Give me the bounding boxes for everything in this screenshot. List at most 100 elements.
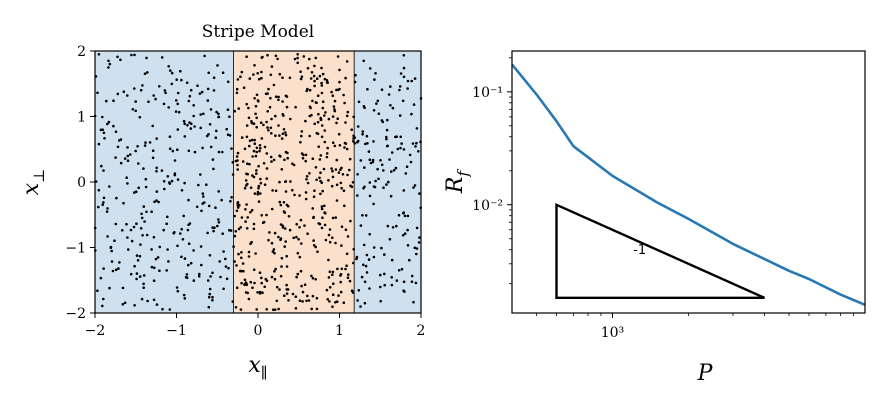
- scatter-point: [415, 252, 418, 256]
- scatter-point: [107, 66, 110, 69]
- scatter-point: [313, 84, 316, 88]
- scatter-point: [344, 121, 347, 124]
- scatter-point: [308, 134, 312, 138]
- scatter-point: [166, 248, 169, 251]
- scatter-point: [189, 127, 193, 130]
- scatter-point: [274, 189, 278, 193]
- scatter-point: [323, 114, 326, 117]
- y-tick-label: 2: [77, 44, 86, 60]
- scatter-point: [134, 100, 137, 103]
- scatter-point: [199, 245, 203, 248]
- scatter-point: [335, 158, 339, 162]
- scatter-point: [255, 125, 258, 129]
- scatter-point: [150, 265, 154, 269]
- scatter-point: [352, 140, 355, 143]
- scatter-point: [293, 193, 296, 197]
- scatter-point: [259, 121, 263, 124]
- left-y-axis-label: x⊥: [19, 169, 48, 196]
- scatter-point: [167, 106, 170, 109]
- scatter-point: [356, 173, 359, 176]
- scatter-point: [101, 304, 104, 308]
- scatter-point: [110, 260, 114, 263]
- scatter-point: [373, 78, 376, 81]
- scatter-point: [300, 284, 303, 288]
- scatter-point: [347, 273, 350, 276]
- scatter-point: [175, 286, 179, 289]
- scatter-point: [182, 119, 186, 123]
- scatter-point: [372, 255, 376, 259]
- scatter-point: [323, 77, 327, 81]
- scatter-point: [395, 135, 398, 138]
- scatter-point: [240, 251, 243, 254]
- scatter-point: [311, 157, 315, 160]
- scatter-point: [262, 220, 266, 224]
- scatter-point: [106, 122, 109, 126]
- scatter-point: [270, 117, 273, 121]
- scatter-point: [273, 308, 277, 312]
- scatter-point: [315, 307, 319, 311]
- scatter-point: [262, 162, 266, 165]
- scatter-point: [168, 182, 172, 185]
- scatter-point: [158, 269, 161, 273]
- scatter-point: [153, 200, 156, 204]
- scatter-point: [279, 274, 283, 278]
- scatter-point: [102, 267, 105, 270]
- scatter-point: [315, 131, 319, 135]
- scatter-point: [176, 148, 179, 151]
- scatter-point: [363, 166, 366, 169]
- scatter-point: [250, 208, 254, 212]
- scatter-point: [206, 279, 210, 282]
- scatter-point: [240, 269, 243, 273]
- scatter-point: [284, 94, 288, 98]
- scatter-point: [415, 226, 419, 230]
- scatter-point: [340, 244, 343, 247]
- scatter-point: [264, 92, 268, 96]
- scatter-point: [325, 79, 329, 82]
- scatter-point: [365, 271, 369, 274]
- scatter-point: [206, 87, 210, 91]
- scatter-point: [165, 269, 168, 272]
- scatter-point: [400, 267, 404, 271]
- scatter-point: [166, 215, 169, 219]
- scatter-point: [235, 286, 239, 290]
- scatter-point: [337, 171, 341, 174]
- scatter-point: [418, 192, 421, 195]
- scatter-point: [402, 66, 406, 70]
- scatter-point: [182, 214, 185, 218]
- scatter-point: [262, 123, 265, 127]
- scatter-point: [339, 181, 343, 185]
- scatter-point: [406, 79, 410, 83]
- scatter-point: [208, 287, 212, 291]
- scatter-point: [244, 179, 248, 182]
- scatter-point: [252, 175, 256, 179]
- scatter-point: [232, 245, 235, 248]
- scatter-point: [278, 180, 281, 184]
- scatter-point: [337, 132, 341, 136]
- scatter-point: [137, 162, 140, 165]
- scatter-point: [102, 131, 106, 135]
- scatter-point: [362, 263, 365, 267]
- scatter-point: [298, 226, 301, 229]
- scatter-point: [410, 280, 414, 284]
- scatter-point: [114, 156, 117, 159]
- scatter-point: [302, 55, 306, 58]
- y-tick-label: 1: [77, 110, 86, 126]
- scatter-point: [233, 260, 236, 263]
- scatter-point: [293, 57, 297, 61]
- scatter-point: [344, 267, 347, 271]
- scatter-point: [408, 258, 411, 262]
- scatter-point: [274, 54, 278, 58]
- scatter-point: [410, 274, 414, 278]
- scatter-point: [300, 152, 304, 155]
- scatter-point: [334, 168, 338, 171]
- scatter-point: [336, 55, 340, 58]
- scatter-point: [335, 88, 338, 92]
- scatter-point: [261, 291, 264, 295]
- scatter-point: [209, 275, 212, 278]
- scatter-point: [284, 180, 287, 183]
- scatter-point: [278, 72, 282, 76]
- scatter-point: [265, 167, 269, 170]
- scatter-point: [216, 64, 219, 67]
- scatter-point: [260, 214, 264, 217]
- scatter-point: [168, 147, 172, 150]
